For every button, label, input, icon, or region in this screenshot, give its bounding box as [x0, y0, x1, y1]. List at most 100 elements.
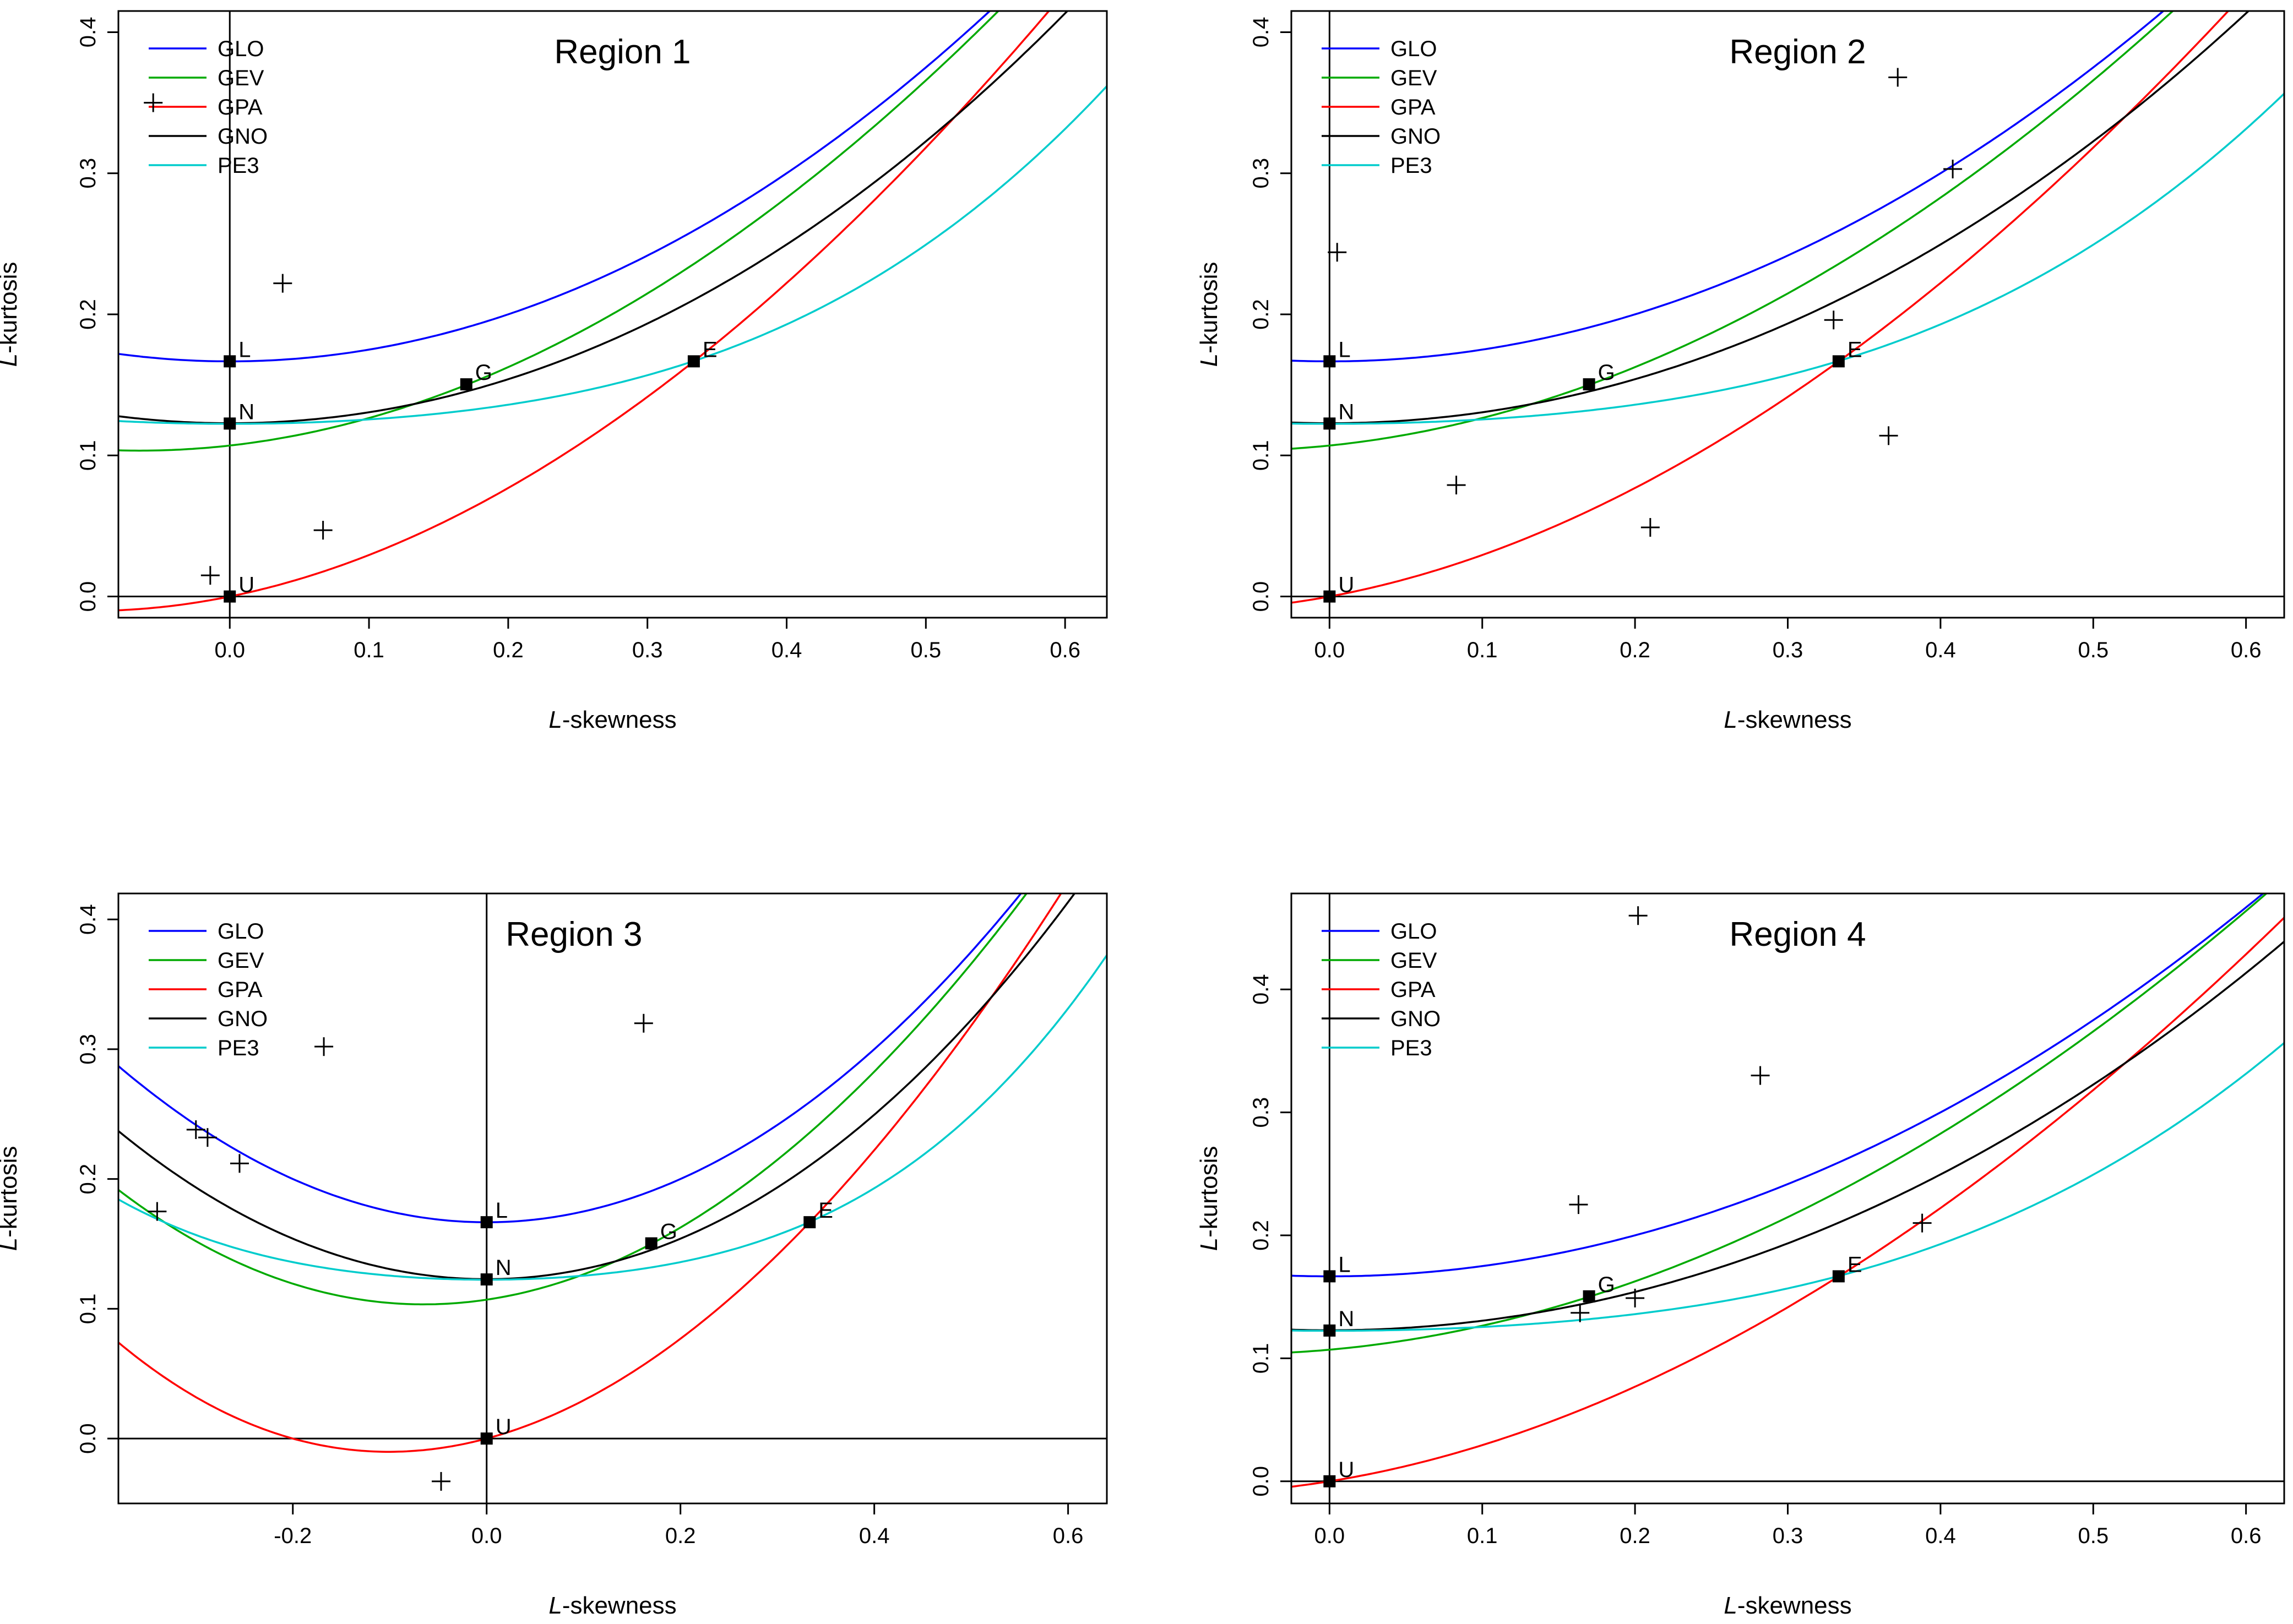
y-axis-label: L-kurtosis — [0, 262, 22, 367]
x-tick-label: 0.6 — [2231, 638, 2262, 662]
legend-label-gpa: GPA — [218, 978, 263, 1002]
curve-gev — [1291, 11, 2175, 450]
y-tick-label: 0.3 — [1249, 1097, 1273, 1128]
legend-label-gno: GNO — [218, 124, 268, 149]
curve-gno — [1291, 941, 2284, 1332]
curve-gno — [118, 11, 1069, 424]
site-marker — [1628, 906, 1648, 925]
y-tick-label: 0.1 — [76, 1294, 100, 1325]
region-title: Region 3 — [506, 915, 642, 953]
theoretical-point-label: G — [475, 361, 492, 385]
panel-region-1: 0.0 0.1 0.2 0.3 0.4 0.5 0.6 0.0 0.1 0.2 0.3 0.4 L-sk… — [0, 10, 1108, 733]
x-tick-label: 0.3 — [1773, 638, 1803, 662]
theoretical-point-e — [687, 355, 700, 368]
theoretical-point-g — [1583, 378, 1595, 391]
theoretical-point-label: L — [1338, 337, 1350, 362]
panel-region-2: 0.0 0.1 0.2 0.3 0.4 0.5 0.6 0.0 0.1 0.2 0.3 0.4 L-sk… — [1196, 10, 2285, 733]
y-axis-label: L-kurtosis — [1196, 1146, 1222, 1251]
curve-gno — [1291, 11, 2250, 424]
x-tick-label: 0.2 — [1620, 638, 1650, 662]
site-marker — [1626, 1288, 1645, 1307]
theoretical-point-label: U — [496, 1415, 512, 1439]
x-tick-label: 0.1 — [1467, 638, 1498, 662]
site-marker — [200, 566, 220, 585]
legend-label-gpa: GPA — [1390, 95, 1436, 119]
theoretical-point-e — [803, 1216, 816, 1229]
site-marker — [1879, 426, 1898, 445]
x-tick-label: 0.2 — [493, 638, 524, 662]
legend-label-gev: GEV — [218, 66, 264, 90]
x-axis-label: L-skewness — [548, 706, 676, 733]
theoretical-point-label: N — [496, 1256, 512, 1280]
legend-label-gno: GNO — [1390, 1007, 1441, 1031]
site-marker — [1824, 310, 1843, 330]
legend-label-pe3: PE3 — [1390, 154, 1432, 178]
theoretical-point-u — [480, 1432, 493, 1445]
curve-gev — [1291, 893, 2268, 1354]
x-tick-label: 0.0 — [214, 638, 245, 662]
site-marker — [1571, 1303, 1590, 1322]
site-marker — [273, 274, 292, 293]
curve-glo — [118, 11, 991, 363]
site-marker — [144, 93, 163, 112]
curve-glo — [1291, 893, 2265, 1278]
x-tick-label: 0.5 — [911, 638, 942, 662]
theoretical-point-label: N — [238, 400, 254, 424]
x-tick-label: 0.0 — [1314, 638, 1345, 662]
y-tick-label: 0.3 — [1249, 158, 1273, 189]
curve-glo — [1291, 11, 2165, 363]
theoretical-point-g — [460, 378, 472, 391]
x-tick-label: 0.3 — [1773, 1524, 1803, 1548]
site-marker — [1447, 476, 1466, 495]
curve-pe3 — [1291, 92, 2284, 425]
site-marker — [1912, 1213, 1932, 1233]
site-marker — [1888, 68, 1908, 87]
theoretical-point-l — [224, 355, 236, 368]
theoretical-point-label: E — [703, 337, 718, 362]
theoretical-point-label: E — [1848, 337, 1862, 362]
theoretical-point-l — [1323, 1270, 1336, 1283]
theoretical-point-label: L — [238, 337, 251, 362]
curve-gpa — [118, 893, 1062, 1453]
theoretical-point-l — [480, 1216, 493, 1229]
y-tick-label: 0.4 — [1249, 17, 1273, 48]
site-marker — [634, 1013, 653, 1033]
y-axis-label: L-kurtosis — [0, 1146, 22, 1251]
site-marker — [313, 521, 333, 540]
plot-frame — [1290, 10, 2285, 619]
curve-gpa — [118, 11, 1051, 612]
theoretical-point-label: N — [1338, 400, 1354, 424]
y-tick-label: 0.2 — [1249, 1220, 1273, 1251]
theoretical-point-n — [224, 417, 236, 430]
x-axis-label: L-skewness — [1724, 706, 1851, 733]
legend-label-pe3: PE3 — [218, 154, 259, 178]
theoretical-point-label: G — [1598, 1273, 1615, 1297]
legend-label-gno: GNO — [218, 1007, 268, 1031]
site-marker — [198, 1128, 217, 1147]
theoretical-point-n — [480, 1273, 493, 1286]
site-marker — [148, 1202, 167, 1221]
x-axis-label: L-skewness — [548, 1592, 676, 1619]
x-tick-label: 0.6 — [1050, 638, 1080, 662]
theoretical-point-u — [1323, 590, 1336, 603]
region-title: Region 4 — [1729, 915, 1866, 953]
site-marker — [1569, 1195, 1588, 1214]
y-tick-label: 0.4 — [1249, 974, 1273, 1005]
site-marker — [1943, 160, 1963, 179]
site-marker — [186, 1120, 205, 1140]
y-tick-label: 0.2 — [76, 299, 100, 330]
theoretical-point-label: U — [1338, 1458, 1354, 1482]
legend-label-pe3: PE3 — [1390, 1036, 1432, 1060]
y-tick-label: 0.0 — [1249, 581, 1273, 612]
theoretical-point-label: E — [818, 1198, 833, 1223]
x-tick-label: -0.2 — [274, 1524, 312, 1548]
curve-pe3 — [1291, 1042, 2284, 1332]
legend-label-gpa: GPA — [218, 95, 263, 119]
y-tick-label: 0.1 — [76, 440, 100, 471]
x-tick-label: 0.1 — [354, 638, 384, 662]
x-tick-label: 0.2 — [1620, 1524, 1650, 1548]
curve-gev — [118, 11, 1000, 452]
theoretical-point-n — [1323, 417, 1336, 430]
y-tick-label: 0.4 — [76, 904, 100, 935]
curve-gno — [118, 893, 1076, 1280]
